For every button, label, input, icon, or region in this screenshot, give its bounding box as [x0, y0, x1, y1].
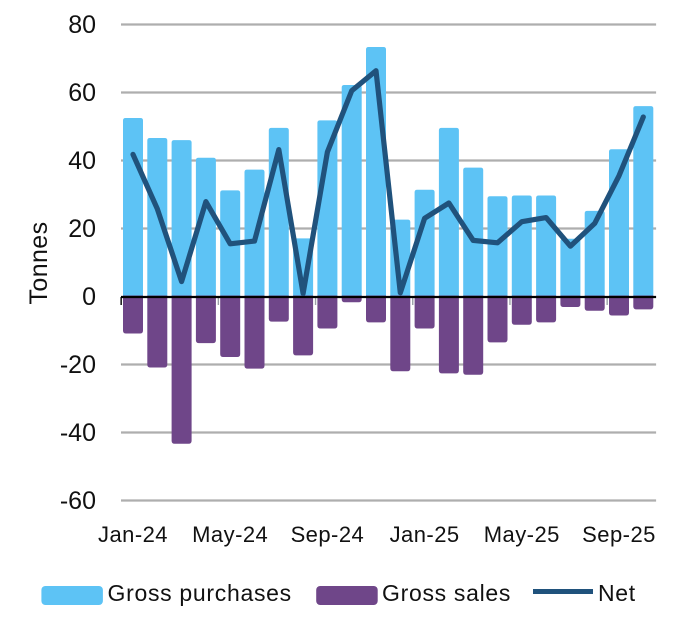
svg-text:-20: -20 [60, 351, 96, 379]
svg-text:Jan-25: Jan-25 [390, 522, 460, 547]
svg-text:Sep-25: Sep-25 [582, 522, 656, 547]
svg-text:80: 80 [68, 11, 96, 39]
svg-text:60: 60 [68, 79, 96, 107]
svg-text:May-25: May-25 [484, 522, 560, 547]
svg-text:Gross sales: Gross sales [382, 580, 511, 606]
svg-text:20: 20 [68, 215, 96, 243]
svg-text:Jan-24: Jan-24 [98, 522, 168, 547]
svg-text:40: 40 [68, 147, 96, 175]
svg-text:-60: -60 [60, 487, 96, 515]
svg-text:Sep-24: Sep-24 [291, 522, 365, 547]
svg-text:-40: -40 [60, 419, 96, 447]
svg-text:Gross purchases: Gross purchases [108, 580, 292, 606]
svg-text:Tonnes: Tonnes [25, 221, 53, 304]
svg-text:May-24: May-24 [192, 522, 268, 547]
svg-text:Net: Net [598, 580, 636, 606]
svg-text:0: 0 [82, 283, 96, 311]
